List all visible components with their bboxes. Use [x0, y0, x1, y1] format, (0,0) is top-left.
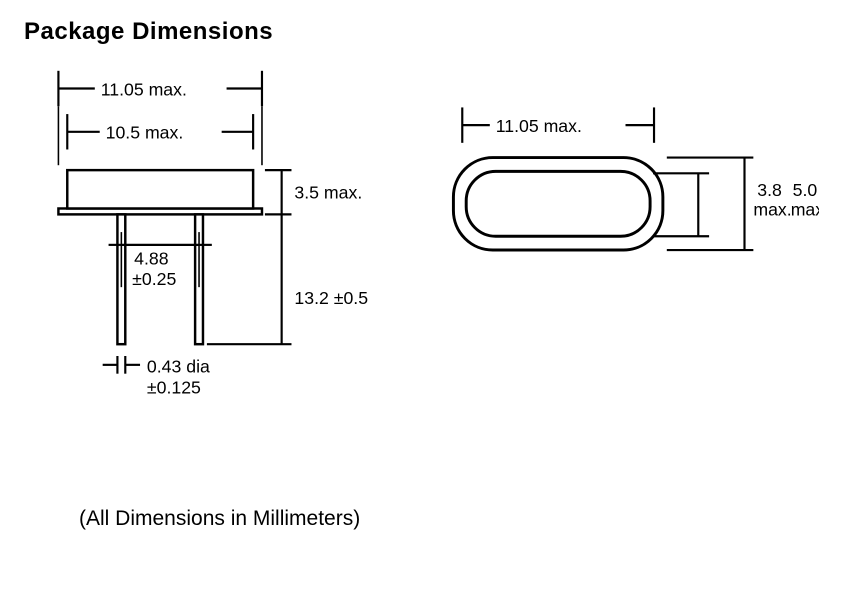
dim-outer-h-1: 5.0 [792, 180, 817, 200]
dim-body-height: 3.5 max. [294, 183, 362, 203]
dim-pin-spacing-1: 4.88 [134, 249, 169, 269]
dim-inner-h-2: max. [753, 200, 791, 220]
page-title: Package Dimensions [24, 18, 819, 46]
dim-top-width: 11.05 max. [495, 116, 581, 136]
dim-pin-dia-2: ±0.125 [147, 377, 201, 397]
dim-body-width: 10.5 max. [106, 123, 184, 143]
dim-pin-dia-1: 0.43 dia [147, 357, 210, 377]
top-view-drawing: 11.05 max. 3.8 max. 5.0 max. [419, 62, 819, 322]
dim-outer-h-2: max. [790, 200, 819, 220]
dim-pin-length: 13.2 ±0.5 [294, 288, 368, 308]
dim-overall-width: 11.05 max. [101, 79, 187, 99]
drawings-row: 11.05 max. 10.5 max. 3.5 max. 4.88 ±0.25… [24, 62, 819, 412]
dim-inner-h-1: 3.8 [757, 180, 782, 200]
dim-pin-spacing-2: ±0.25 [132, 269, 176, 289]
units-footnote: (All Dimensions in Millimeters) [79, 507, 819, 531]
side-view-drawing: 11.05 max. 10.5 max. 3.5 max. 4.88 ±0.25… [24, 62, 393, 412]
